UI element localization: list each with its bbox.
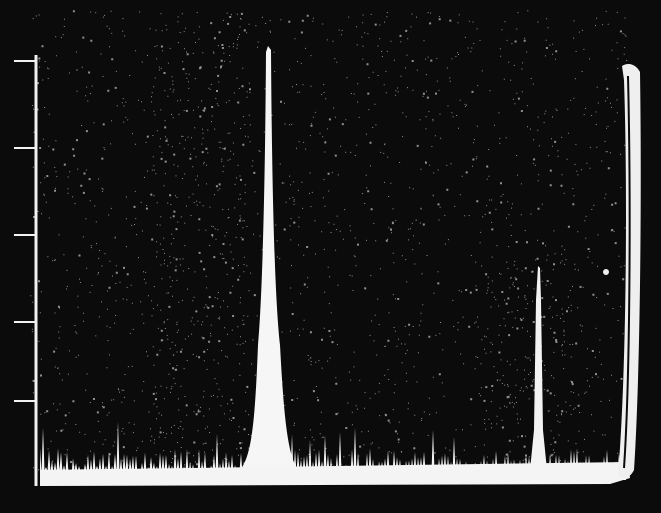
spectrum-photo	[0, 0, 661, 513]
bright-dot	[603, 269, 609, 275]
page: (() => { const data = JSON.parse(documen…	[0, 0, 661, 513]
screen-background	[0, 0, 661, 513]
